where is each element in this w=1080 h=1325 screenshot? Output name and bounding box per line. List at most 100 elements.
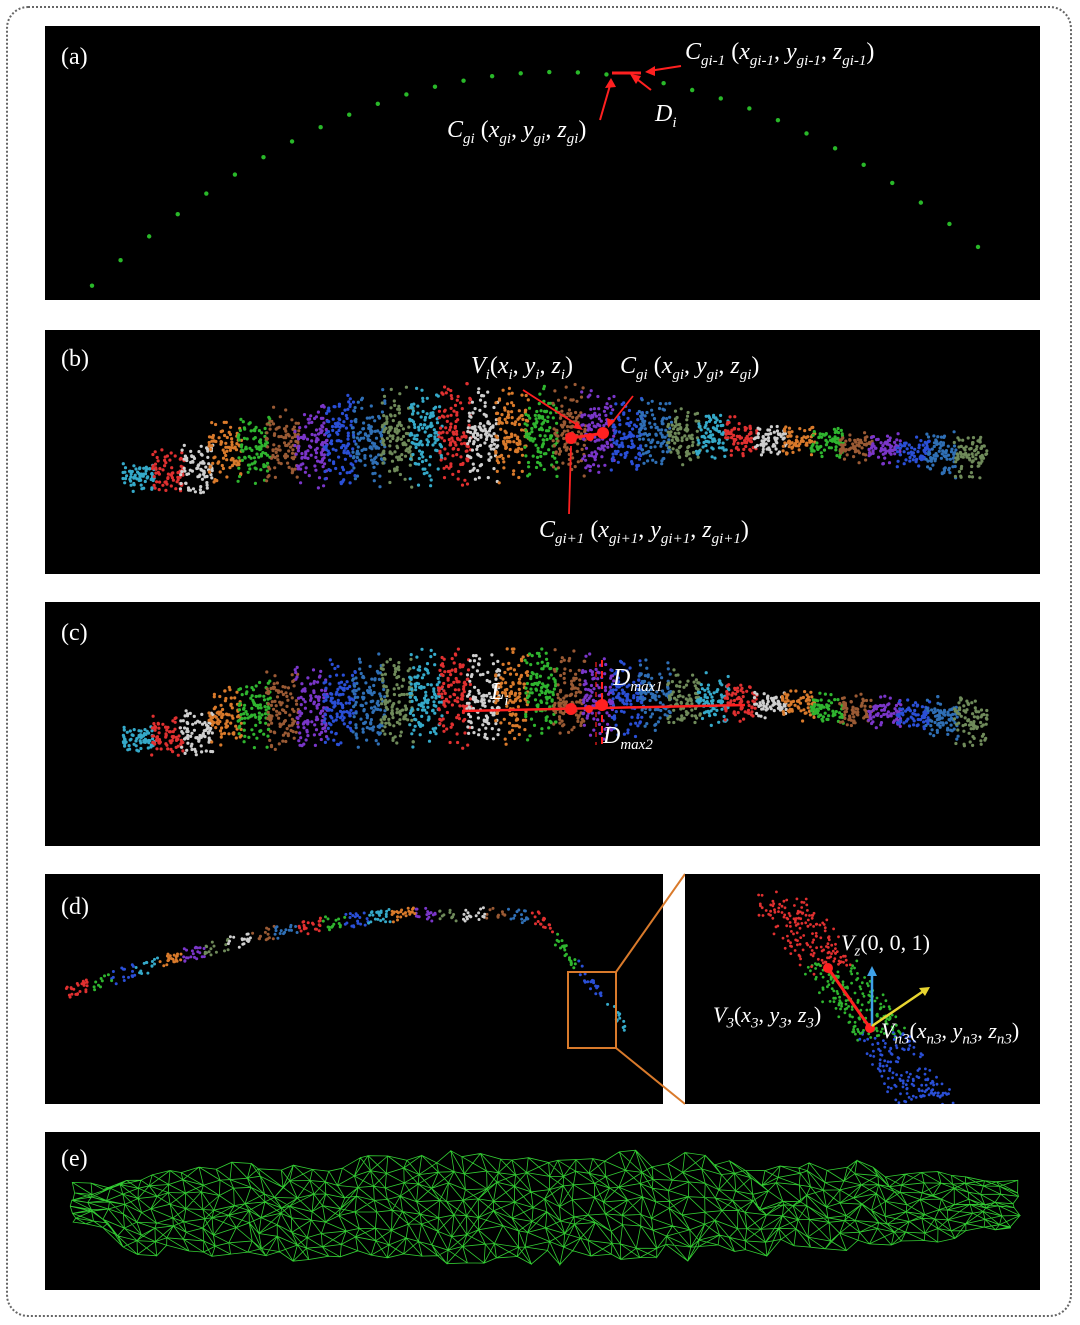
skeleton-point — [661, 80, 666, 86]
cluster-segment — [780, 689, 817, 723]
midpoint-c — [585, 705, 593, 713]
cluster-segment — [838, 431, 874, 465]
skeleton-point — [432, 84, 438, 89]
cluster-segment — [895, 435, 932, 469]
cluster-segment — [437, 382, 473, 487]
c-prev-arrowhead — [645, 66, 655, 76]
vz-text: Vz(0, 0, 1) — [841, 930, 930, 960]
cluster-segment — [924, 695, 960, 741]
figure-frame — [6, 6, 1072, 1317]
zoom-vectors-plot — [757, 890, 955, 1104]
skeleton-point — [261, 154, 266, 160]
skeleton-point — [118, 258, 123, 263]
c-prev-label: Cgi-1 (xgi-1, ygi-1, zgi-1) — [685, 40, 874, 69]
cluster-segment — [265, 670, 301, 751]
vertex-text: Vi(xi, yi, zi) — [471, 353, 574, 383]
vertex-arrow — [522, 389, 580, 427]
cluster-segment — [121, 462, 156, 493]
v3-text: V3(x3, y3, z3) — [713, 1002, 822, 1032]
cluster-segment — [178, 709, 215, 757]
skeleton-point — [204, 191, 209, 196]
c-next-text: Cgi+1 (xgi+1, ygi+1, zgi+1) — [539, 517, 749, 547]
skeleton-point — [975, 244, 981, 250]
skeleton-point — [289, 139, 295, 144]
centroid-point — [597, 427, 609, 439]
arched-cloud-plot — [64, 906, 627, 1049]
cluster-segment — [322, 393, 358, 486]
cluster-segment — [350, 388, 387, 489]
dmax1-label: Dmax1 — [613, 666, 663, 695]
skeleton-point — [175, 211, 180, 217]
c-cur-arrow-b — [610, 395, 634, 425]
normal-vector — [871, 988, 926, 1028]
cluster-segment — [121, 725, 157, 753]
skeleton-point — [890, 180, 895, 186]
skeleton-point — [318, 125, 323, 130]
midpoint — [586, 433, 594, 441]
cluster-segment — [465, 653, 502, 741]
clustered-cloud-plot-b — [121, 382, 989, 515]
c-next-arrow — [568, 445, 572, 515]
panel-b-clustered-cloud: (b) Vi(xi, yi, zi) Cgi (xgi, ygi, zgi) C… — [45, 330, 1040, 574]
vz-label: Vz(0, 0, 1) — [841, 932, 930, 959]
panel-b-label: (b) — [61, 346, 89, 372]
panel-d-arched-cloud: (d) — [45, 874, 663, 1104]
panel-e-label: (e) — [61, 1146, 88, 1172]
cluster-segment — [379, 657, 415, 745]
cluster-segment — [351, 652, 387, 749]
cluster-segment — [609, 659, 645, 739]
cluster-segment — [867, 694, 903, 730]
c-cur-arrowhead — [605, 78, 616, 88]
vertex-label: Vi(xi, yi, zi) — [471, 354, 573, 383]
normal-arrowhead — [919, 987, 930, 996]
skeleton-point — [146, 234, 152, 239]
panel-c-length-diameter: (c) Li Dmax1 Dmax2 — [45, 602, 1040, 846]
c-cur-label-b: Cgi (xgi, ygi, zgi) — [620, 354, 759, 383]
v3-point — [823, 963, 833, 973]
cluster-segment — [666, 668, 702, 725]
skeleton-point — [461, 78, 466, 83]
skeleton-point — [404, 92, 409, 97]
cluster-segment — [408, 647, 444, 749]
cluster-segment — [523, 647, 559, 742]
skeleton-point — [518, 71, 523, 76]
length-text: Li — [491, 679, 509, 709]
v3-label: V3(x3, y3, z3) — [713, 1004, 821, 1031]
c-cur-label: Cgi (xgi, ygi, zgi) — [447, 118, 586, 147]
vz-arrowhead — [867, 966, 877, 976]
v3-vector — [826, 967, 872, 1029]
centroid-point-c — [596, 699, 608, 711]
vertex-arrowhead — [573, 421, 583, 430]
cluster-segment — [809, 691, 846, 725]
cluster-segment — [207, 685, 243, 747]
vertex-point-c — [565, 703, 577, 715]
skeleton-point — [347, 112, 352, 117]
vertex-point — [565, 432, 577, 444]
cluster-segment — [466, 387, 500, 484]
cluster-segment — [150, 448, 186, 493]
skeleton-point — [918, 200, 924, 205]
panel-c-label: (c) — [61, 620, 88, 646]
skeleton-point — [689, 87, 695, 93]
dmax2-label: Dmax2 — [603, 724, 653, 753]
cluster-segment — [436, 647, 473, 750]
mesh-wireframe — [69, 1149, 1021, 1267]
cluster-segment — [838, 692, 874, 728]
skeleton-point — [832, 146, 838, 151]
distance-label: Di — [655, 102, 677, 131]
skeleton-point — [804, 131, 809, 136]
skeleton-point — [232, 172, 238, 177]
c-cur-text-b: Cgi (xgi, ygi, zgi) — [620, 353, 760, 383]
skeleton-point — [861, 162, 866, 167]
skeleton-point — [747, 106, 752, 111]
cluster-segment — [723, 683, 759, 723]
cluster-segment — [322, 658, 358, 747]
cluster-segment — [494, 386, 530, 485]
vn3-text: Vn3(xn3, yn3, zn3) — [881, 1018, 1020, 1048]
cluster-segment — [609, 396, 645, 472]
cluster-segment — [952, 696, 989, 748]
skeleton-point — [375, 101, 381, 106]
zoom-box — [567, 971, 617, 1049]
panel-e-mesh: (e) — [45, 1132, 1040, 1290]
skeleton-point — [947, 221, 952, 227]
